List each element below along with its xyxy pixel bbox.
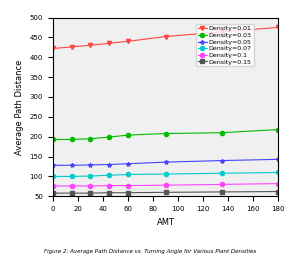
Line: Density=0.03: Density=0.03 (51, 127, 280, 142)
Legend: Density=0.01, Density=0.03, Density=0.05, Density=0.07, Density=0.1, Density=0.1: Density=0.01, Density=0.03, Density=0.05… (196, 24, 254, 67)
Density=0.01 (164, 35, 167, 38)
Density=0.1 (70, 185, 74, 188)
Density=0.07 (107, 174, 111, 177)
Density=0.05 (70, 164, 74, 167)
Density=0.07 (51, 175, 55, 178)
Density=0.1 (51, 185, 55, 188)
Density=0.1 (220, 183, 224, 186)
Density=0.03 (126, 134, 130, 137)
Density=0.15 (277, 190, 280, 193)
Density=0.1 (277, 182, 280, 185)
Density=0.05 (126, 162, 130, 165)
Density=0.01 (277, 26, 280, 29)
Density=0.05 (164, 161, 167, 164)
Density=0.15 (51, 191, 55, 195)
Line: Density=0.01: Density=0.01 (51, 25, 280, 51)
Density=0.15 (220, 190, 224, 194)
Density=0.01 (51, 47, 55, 50)
Y-axis label: Average Path Distance: Average Path Distance (15, 59, 24, 155)
Density=0.05 (51, 164, 55, 167)
Line: Density=0.1: Density=0.1 (51, 181, 280, 188)
Density=0.07 (220, 172, 224, 175)
Density=0.03 (164, 132, 167, 135)
Density=0.03 (51, 138, 55, 141)
Density=0.01 (126, 40, 130, 43)
Density=0.01 (220, 30, 224, 33)
Density=0.05 (107, 163, 111, 166)
Density=0.15 (164, 191, 167, 194)
Line: Density=0.05: Density=0.05 (51, 157, 280, 167)
Density=0.01 (88, 44, 92, 47)
Density=0.07 (164, 172, 167, 176)
Density=0.1 (126, 184, 130, 187)
Density=0.1 (164, 184, 167, 187)
Density=0.15 (126, 191, 130, 194)
X-axis label: AMT: AMT (157, 218, 175, 227)
Density=0.07 (277, 171, 280, 174)
Density=0.03 (277, 128, 280, 131)
Density=0.05 (220, 159, 224, 162)
Density=0.03 (220, 131, 224, 134)
Density=0.03 (107, 135, 111, 139)
Density=0.07 (70, 175, 74, 178)
Line: Density=0.15: Density=0.15 (51, 189, 280, 195)
Density=0.05 (277, 158, 280, 161)
Density=0.15 (88, 191, 92, 195)
Density=0.01 (107, 42, 111, 45)
Density=0.05 (88, 163, 92, 167)
Density=0.1 (88, 185, 92, 188)
Density=0.07 (88, 175, 92, 178)
Density=0.03 (70, 138, 74, 141)
Text: Figure 2: Average Path Distance vs. Turning Angle for Various Plant Densities: Figure 2: Average Path Distance vs. Turn… (44, 250, 256, 254)
Density=0.01 (70, 45, 74, 49)
Line: Density=0.07: Density=0.07 (51, 170, 280, 179)
Density=0.03 (88, 137, 92, 140)
Density=0.07 (126, 173, 130, 176)
Density=0.15 (107, 191, 111, 194)
Density=0.1 (107, 184, 111, 187)
Density=0.15 (70, 191, 74, 195)
